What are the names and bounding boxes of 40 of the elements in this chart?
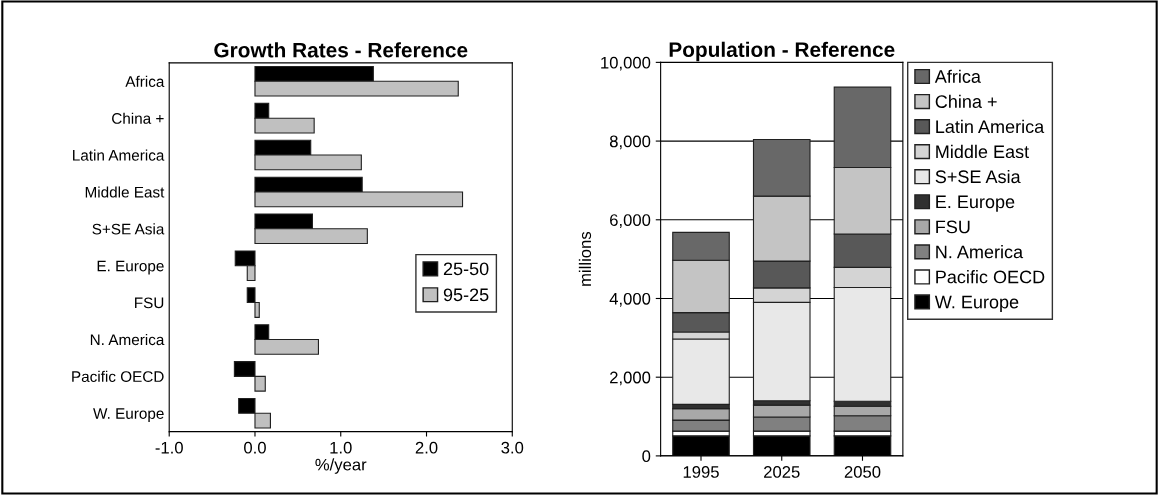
legend-label: Latin America — [936, 119, 1045, 134]
x-tick-label: 2025 — [764, 466, 800, 478]
legend-label: W. Europe — [934, 295, 1019, 312]
legend-label: FSU — [936, 220, 970, 234]
x-tick-label: 1.0 — [330, 441, 352, 454]
y-tick-label: FSU — [135, 297, 164, 309]
x-tick-label: 2.0 — [415, 441, 438, 454]
y-tick-label: S+SE Asia — [92, 223, 165, 235]
y-tick-label: 4,000 — [609, 292, 651, 307]
legend-label: Middle East — [936, 144, 1029, 159]
legend-label: S+SE Asia — [935, 169, 1021, 184]
y-tick-label: Pacific OECD — [72, 370, 164, 383]
y-tick-label: E. Europe — [97, 260, 164, 275]
legend-label: 95-25 — [443, 288, 489, 302]
y-tick-label: N. America — [90, 333, 165, 346]
y-tick-label: 0 — [642, 450, 651, 463]
y-tick-label: 8,000 — [609, 135, 651, 150]
x-tick-label: 1995 — [683, 466, 719, 478]
y-tick-label: China + — [112, 112, 164, 124]
legend-label: E. Europe — [936, 195, 1015, 212]
y-tick-label: Africa — [125, 75, 165, 87]
x-tick-label: 3.0 — [501, 441, 524, 454]
x-tick-label: 0.0 — [244, 441, 266, 454]
x-tick-label: 2050 — [844, 466, 881, 478]
chart-title: Population - Reference — [669, 41, 895, 62]
y-tick-label: 10,000 — [601, 56, 651, 71]
y-tick-label: Latin America — [73, 149, 165, 161]
legend-label: 25-50 — [443, 262, 489, 276]
legend-label: Pacific OECD — [936, 270, 1045, 284]
x-axis-title: %/year — [315, 458, 367, 474]
y-tick-label: Middle East — [85, 186, 165, 198]
legend-label: Africa — [934, 69, 981, 83]
legend-label: N. America — [936, 245, 1024, 259]
legend-label: China + — [935, 94, 997, 108]
chart-title: Growth Rates - Reference — [214, 42, 468, 58]
y-tick-label: W. Europe — [93, 408, 164, 422]
y-tick-label: 2,000 — [610, 371, 651, 386]
x-tick-label: -1.0 — [155, 441, 183, 454]
y-axis-title: millions — [578, 231, 592, 286]
y-tick-label: 6,000 — [610, 214, 651, 228]
